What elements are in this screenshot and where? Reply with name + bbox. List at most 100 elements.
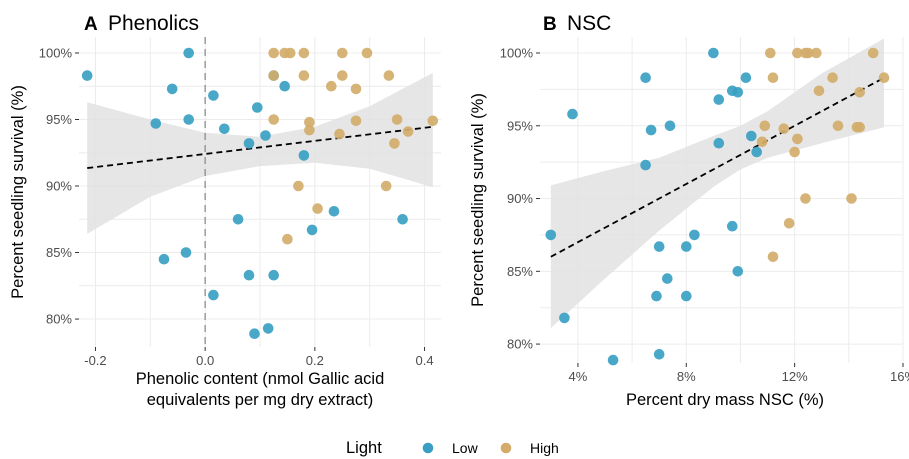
panel-b-y-tick-label: 95% xyxy=(507,118,533,133)
panel-b-point-high xyxy=(867,47,879,59)
panel-b-point-high xyxy=(792,133,803,145)
panel-a-point-high xyxy=(268,70,280,81)
panel-a-point-low xyxy=(183,47,194,59)
panel-b-point-low xyxy=(567,108,578,120)
panel-a-point-low xyxy=(268,269,280,281)
panel-b-point-low xyxy=(559,312,570,324)
panel-b-point-high xyxy=(878,72,890,83)
panel-a-point-high xyxy=(326,80,337,92)
panel-b-y-tick-label: 100% xyxy=(500,46,534,61)
panel-a-point-high xyxy=(361,47,373,59)
panel-b-point-high xyxy=(800,193,811,204)
panel-b-point-high xyxy=(854,121,865,133)
panel-a-point-low xyxy=(81,70,93,81)
panel-b-point-high xyxy=(811,47,822,59)
panel-a-point-high xyxy=(282,233,293,245)
legend-label-low: Low xyxy=(452,440,479,456)
legend-key-low xyxy=(422,442,434,454)
panel-b-point-high xyxy=(854,87,865,98)
panel-b-point-high xyxy=(767,251,779,263)
panel-a-label: A xyxy=(84,14,98,35)
panel-a-point-low xyxy=(260,130,271,141)
panel-b-point-low xyxy=(640,72,651,83)
panel-b-x-tick-label: 8% xyxy=(677,369,696,384)
panel-a-title: Phenolics xyxy=(108,12,199,35)
panel-a-point-high xyxy=(268,47,280,59)
panel-b-point-high xyxy=(778,123,790,134)
panel-a-point-low xyxy=(150,118,162,129)
panel-a-point-high xyxy=(337,70,348,81)
panel-b-point-high xyxy=(813,85,825,97)
panel-a-point-low xyxy=(166,83,178,95)
panel-b-point-low xyxy=(662,273,673,284)
panel-b-point-low xyxy=(713,137,725,149)
panel-a-point-low xyxy=(249,328,260,340)
panel-b-point-high xyxy=(783,218,795,229)
panel-a-points xyxy=(81,47,439,340)
legend-key-high xyxy=(500,442,512,454)
panel-a-x-tick-label: 0.2 xyxy=(306,353,324,368)
panel-a-point-high xyxy=(334,128,345,140)
panel-a-y-ticks: 80% 85% 90% 95% 100% xyxy=(39,45,79,327)
panel-b-point-low xyxy=(751,146,762,158)
panel-a-point-low xyxy=(397,214,408,225)
panel-a-point-high xyxy=(389,138,400,149)
panel-a-point-high xyxy=(298,47,310,59)
panel-b-point-high xyxy=(827,72,838,83)
panel-b-point-high xyxy=(765,47,776,59)
panel-a-point-high xyxy=(312,203,323,214)
legend: Light Low High xyxy=(346,439,559,457)
panel-b-y-ticks: 80% 85% 90% 95% 100% xyxy=(500,46,540,352)
panel-a-y-tick-label: 80% xyxy=(46,312,72,327)
panel-a: A Phenolics -0.2 0.0 0.2 0.4 80% 85% 90% 95% 10… xyxy=(9,12,441,409)
panel-b-point-low xyxy=(545,229,557,241)
panel-a-y-tick-label: 90% xyxy=(46,179,72,194)
panel-b-ci-band xyxy=(550,38,884,329)
panel-b-point-low xyxy=(732,87,744,98)
panel-a-point-high xyxy=(304,116,315,128)
panel-b-y-tick-label: 90% xyxy=(507,191,533,206)
panel-a-point-low xyxy=(243,138,255,149)
panel-b-point-high xyxy=(789,146,800,158)
panel-a-point-low xyxy=(243,269,255,281)
panel-a-point-low xyxy=(158,253,170,265)
panel-a-point-high xyxy=(383,70,395,81)
panel-b-label: B xyxy=(543,14,557,35)
panel-a-point-high xyxy=(350,115,362,127)
panel-a-point-low xyxy=(251,102,263,113)
panel-a-x-axis-title-line-2: equivalents per mg dry extract) xyxy=(147,391,374,409)
panel-b-points xyxy=(545,47,890,366)
panel-a-point-high xyxy=(284,47,296,59)
panel-a-point-high xyxy=(391,114,403,125)
panel-a-x-ticks: -0.2 0.0 0.2 0.4 xyxy=(84,347,434,368)
panel-b-point-high xyxy=(792,47,803,59)
panel-a-point-high xyxy=(304,124,315,136)
panel-a-x-axis-title-line-1: Phenolic content (nmol Gallic acid xyxy=(136,370,385,388)
panel-a-point-low xyxy=(208,90,219,101)
panel-b-point-low xyxy=(732,266,744,277)
panel-b-point-low xyxy=(653,349,665,360)
panel-a-point-high xyxy=(427,115,439,127)
panel-b-point-low xyxy=(681,290,692,302)
panel-a-point-high xyxy=(268,114,280,125)
panel-b-point-high xyxy=(832,120,844,132)
panel-b-point-low xyxy=(681,241,692,252)
panel-a-point-high xyxy=(337,47,348,59)
legend-title: Light xyxy=(346,439,382,457)
panel-b-point-low xyxy=(727,220,738,232)
panel-a-ci-band xyxy=(87,72,433,234)
panel-b-title: NSC xyxy=(567,12,611,35)
panel-b-point-low xyxy=(708,47,719,59)
panel-b-point-low xyxy=(746,130,757,142)
panel-b-point-low xyxy=(740,72,752,83)
panel-b-point-low xyxy=(664,120,676,132)
panel-a-y-tick-label: 95% xyxy=(46,112,72,127)
panel-a-point-low xyxy=(298,150,310,161)
panel-b-y-tick-label: 85% xyxy=(507,264,533,279)
panel-a-point-high xyxy=(350,83,362,95)
panel-b-y-axis-title: Percent seedling survival (%) xyxy=(469,93,487,307)
panel-b-y-tick-label: 80% xyxy=(507,337,533,352)
panel-a-point-low xyxy=(328,206,340,217)
panel-b-x-tick-label: 4% xyxy=(569,369,588,384)
